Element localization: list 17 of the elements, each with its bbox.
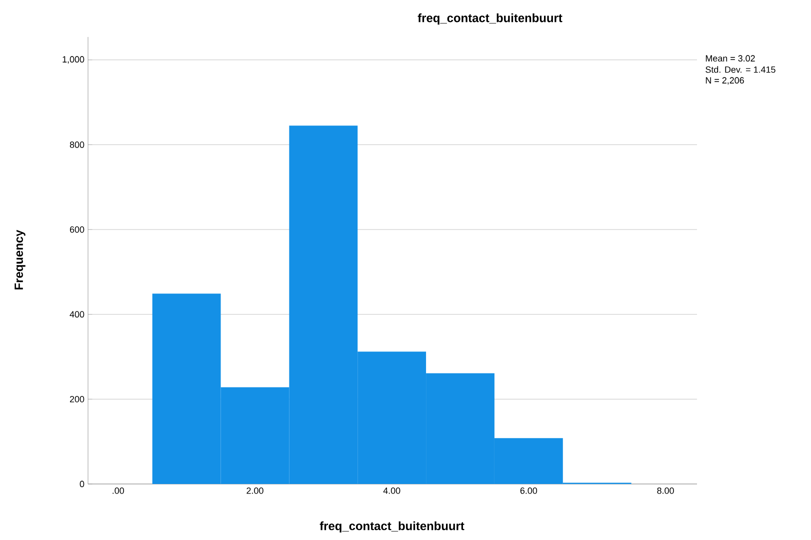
y-axis-title: Frequency [14,230,26,290]
x-tick-label: 4.00 [383,488,400,494]
x-tick-label: .00 [112,488,124,494]
y-tick-label: 200 [70,396,84,402]
y-tick-label: 400 [70,311,84,318]
chart-title: freq_contact_buitenbuurt [418,13,562,25]
x-tick-label: 6.00 [520,488,538,494]
x-tick-label: 8.00 [657,488,674,494]
y-tick-label: 0 [80,480,84,488]
x-tick-label: 2.00 [246,488,264,494]
text: Std. Dev. = 1.415 [706,66,776,73]
y-tick-label: 1,000 [62,56,84,64]
text: Mean = 3.02 [706,55,755,62]
x-axis-title: freq_contact_buitenbuurt [320,521,464,533]
y-tick-label: 800 [70,142,84,148]
y-tick-label: 600 [70,226,84,233]
text: N = 2,206 [706,77,744,85]
